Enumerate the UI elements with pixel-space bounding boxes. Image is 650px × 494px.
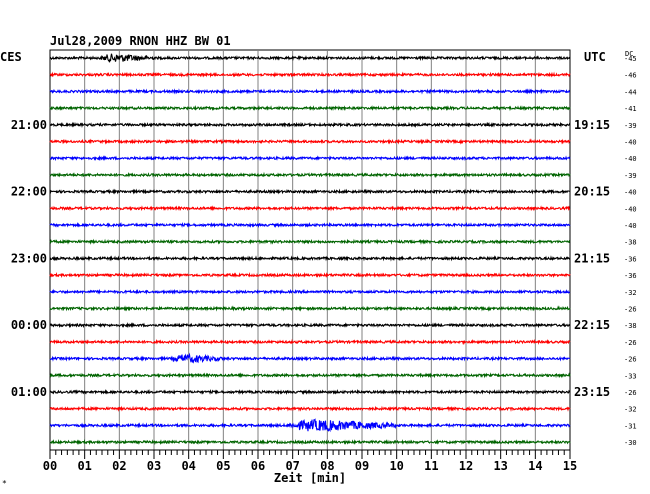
- right-time-label: 22:15: [574, 318, 610, 332]
- left-axis-label: CES: [0, 50, 22, 64]
- x-tick-label: 13: [493, 459, 507, 473]
- dc-offset-label: -30: [624, 439, 637, 447]
- x-tick-label: 05: [216, 459, 230, 473]
- dc-offset-label: -26: [624, 356, 637, 364]
- dc-offset-label: -40: [624, 155, 637, 163]
- trace-19: [49, 372, 571, 379]
- left-time-labels: 21:00 22:00 23:00 00:00 01:00: [11, 118, 47, 399]
- x-tick-label: 02: [112, 459, 126, 473]
- dc-offset-label: -38: [624, 239, 637, 247]
- dc-offset-label: -41: [624, 105, 637, 113]
- trace-5: [49, 138, 571, 145]
- dc-offset-label: -38: [624, 322, 637, 330]
- x-axis-title: Zeit [min]: [274, 471, 346, 485]
- dc-offset-label: -36: [624, 272, 637, 280]
- x-tick-label: 10: [389, 459, 403, 473]
- dc-offset-label: -26: [624, 306, 637, 314]
- x-tick-label: 00: [43, 459, 57, 473]
- dc-header-label: DC: [625, 50, 633, 58]
- trace-1: [49, 71, 571, 78]
- dc-offset-label: -32: [624, 406, 637, 414]
- x-tick-label: 15: [563, 459, 577, 473]
- trace-15: [49, 305, 571, 312]
- dc-offset-label: -32: [624, 289, 637, 297]
- dc-offset-label: -39: [624, 122, 637, 130]
- trace-20: [49, 388, 571, 396]
- trace-0: [49, 53, 571, 63]
- trace-8: [49, 188, 571, 195]
- dc-offset-label: -46: [624, 72, 637, 80]
- trace-6: [49, 155, 571, 162]
- dc-offset-label: -40: [624, 139, 637, 147]
- trace-13: [49, 271, 571, 279]
- x-tick-label: 06: [251, 459, 265, 473]
- left-time-label: 22:00: [11, 185, 47, 199]
- trace-4: [49, 121, 571, 129]
- right-time-label: 23:15: [574, 385, 610, 399]
- left-time-label: 00:00: [11, 318, 47, 332]
- trace-16: [49, 322, 571, 329]
- right-time-label: 21:15: [574, 251, 610, 265]
- x-tick-label: 12: [459, 459, 473, 473]
- dc-offset-label: -31: [624, 422, 637, 430]
- dc-offset-label: -44: [624, 88, 637, 96]
- trace-17: [49, 338, 571, 346]
- dc-offset-labels: -45 -46 -44 -41 -39 -40 -40 -39 -40 -40 -40 -38 -36 -…: [624, 55, 637, 447]
- trace-2: [49, 88, 571, 95]
- x-tick-label: 04: [181, 459, 195, 473]
- right-time-label: 19:15: [574, 118, 610, 132]
- right-time-labels: 19:15 20:15 21:15 22:15 23:15: [574, 118, 610, 399]
- time-grid: [49, 49, 571, 451]
- dc-offset-label: -40: [624, 205, 637, 213]
- right-axis-label: UTC: [584, 50, 606, 64]
- left-time-label: 01:00: [11, 385, 47, 399]
- dc-offset-label: -45: [624, 55, 637, 63]
- trace-21: [49, 405, 571, 412]
- x-tick-label: 09: [355, 459, 369, 473]
- left-time-label: 21:00: [11, 118, 47, 132]
- x-tick-label: 11: [424, 459, 438, 473]
- dc-offset-label: -33: [624, 372, 637, 380]
- trace-23: [49, 438, 571, 446]
- trace-18: [49, 352, 571, 364]
- x-tick-label: 01: [77, 459, 91, 473]
- x-tick-label: 07: [285, 459, 299, 473]
- footer-mark: *: [2, 479, 7, 488]
- x-tick-label: 14: [528, 459, 542, 473]
- dc-offset-label: -39: [624, 172, 637, 180]
- x-tick-label: 03: [147, 459, 161, 473]
- trace-9: [49, 205, 571, 212]
- trace-14: [49, 288, 571, 295]
- trace-7: [49, 171, 571, 179]
- trace-22: [49, 418, 571, 433]
- plot-title: Jul28,2009 RNON HHZ BW 01: [50, 34, 231, 48]
- x-tick-label: 08: [320, 459, 334, 473]
- trace-3: [49, 105, 571, 112]
- dc-offset-label: -36: [624, 255, 637, 263]
- left-time-label: 23:00: [11, 251, 47, 265]
- right-time-label: 20:15: [574, 185, 610, 199]
- trace-10: [49, 221, 571, 229]
- dc-offset-label: -26: [624, 389, 637, 397]
- seismic-traces: [49, 53, 571, 446]
- dc-offset-label: -40: [624, 222, 637, 230]
- x-axis: 00 01 02 03 04 05 06 07 08 09 10 11 12 13 14 15: [43, 449, 577, 473]
- dc-offset-label: -40: [624, 189, 637, 197]
- trace-12: [49, 255, 571, 262]
- trace-11: [49, 238, 571, 245]
- dc-offset-label: -26: [624, 339, 637, 347]
